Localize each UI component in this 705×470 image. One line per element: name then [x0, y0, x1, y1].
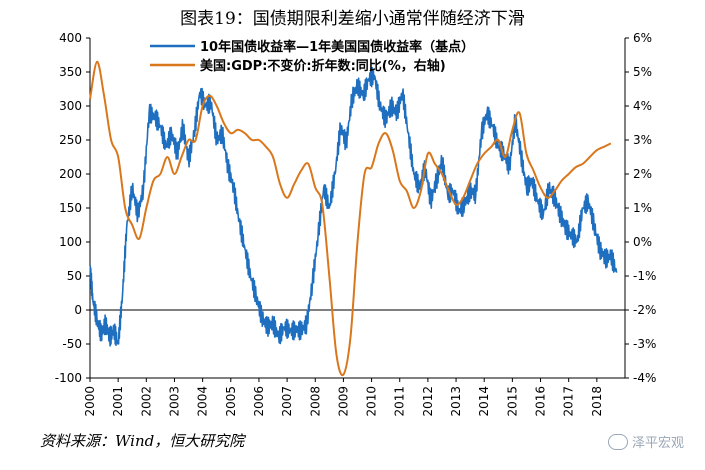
right-tick-label: -2%: [633, 303, 656, 317]
x-tick-label: 2015: [505, 386, 519, 417]
right-tick-label: 5%: [633, 65, 652, 79]
right-tick-label: 2%: [633, 167, 652, 181]
left-tick-label: 300: [59, 99, 82, 113]
wechat-icon: [608, 433, 628, 450]
spread-series-line: [89, 66, 618, 347]
x-tick-label: 2010: [365, 386, 379, 417]
gdp-series-line: [89, 60, 612, 377]
x-tick-label: 2007: [280, 386, 294, 417]
left-tick-label: -100: [55, 371, 82, 385]
right-tick-label: 4%: [633, 99, 652, 113]
left-tick-label: 150: [59, 201, 82, 215]
legend: 10年国债收益率—1年美国国债收益率（基点） 美国:GDP:不变价:折年数:同比(…: [150, 39, 474, 74]
watermark: 泽平宏观: [608, 432, 684, 451]
x-tick-label: 2002: [139, 386, 153, 417]
ticks: 400 350 300 250 200 150 100 50 0 -50 -100 6% 5% 4% 3% 2…: [55, 31, 657, 417]
x-tick-label: 2008: [308, 386, 322, 417]
left-tick-label: 0: [74, 303, 82, 317]
left-tick-label: 350: [59, 65, 82, 79]
x-tick-label: 2013: [449, 386, 463, 417]
right-tick-label: -4%: [633, 371, 656, 385]
right-tick-label: 3%: [633, 133, 652, 147]
legend-label-0: 10年国债收益率—1年美国国债收益率（基点）: [200, 39, 474, 55]
x-tick-label: 2014: [477, 386, 491, 417]
x-tick-label: 2006: [252, 386, 266, 417]
x-tick-label: 2012: [421, 386, 435, 417]
right-tick-label: -1%: [633, 269, 656, 283]
left-tick-label: -50: [62, 337, 82, 351]
x-tick-label: 2016: [534, 386, 548, 417]
x-tick-label: 2004: [196, 386, 210, 417]
right-tick-label: 1%: [633, 201, 652, 215]
left-tick-label: 400: [59, 31, 82, 45]
right-tick-label: 6%: [633, 31, 652, 45]
right-tick-label: 0%: [633, 235, 652, 249]
left-tick-label: 200: [59, 167, 82, 181]
right-tick-label: -3%: [633, 337, 656, 351]
x-tick-label: 2017: [562, 386, 576, 417]
left-tick-label: 50: [67, 269, 82, 283]
x-tick-label: 2018: [590, 386, 604, 417]
series-layer: [89, 60, 618, 377]
left-tick-label: 250: [59, 133, 82, 147]
chart-title: 图表19：国债期限利差缩小通常伴随经济下滑: [180, 9, 525, 29]
x-tick-label: 2011: [393, 386, 407, 417]
x-tick-label: 2003: [167, 386, 181, 417]
source-note: 资料来源：Wind，恒大研究院: [40, 432, 245, 450]
legend-label-1: 美国:GDP:不变价:折年数:同比(%，右轴): [200, 58, 446, 74]
left-tick-label: 100: [59, 235, 82, 249]
watermark-text: 泽平宏观: [632, 436, 685, 451]
x-tick-label: 2000: [83, 386, 97, 417]
x-tick-label: 2005: [224, 386, 238, 417]
x-tick-label: 2001: [111, 386, 125, 417]
x-tick-label: 2009: [336, 386, 350, 417]
